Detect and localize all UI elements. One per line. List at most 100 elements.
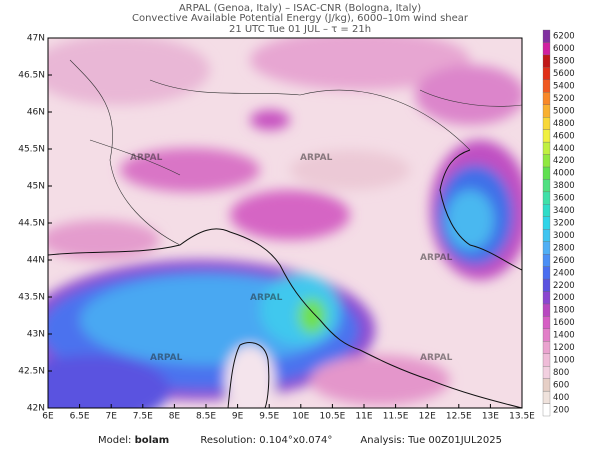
- lon-label: 10.5E: [320, 412, 346, 422]
- lat-label: 45.5N: [18, 145, 45, 155]
- colorbar-label: 1800: [553, 306, 575, 316]
- lon-label: 13.5E: [509, 412, 535, 422]
- colorbar-swatch: [542, 104, 551, 118]
- colorbar-swatch: [542, 191, 551, 205]
- colorbar-swatch: [542, 403, 551, 417]
- colorbar-label: 2400: [553, 268, 575, 278]
- watermark: ARPAL: [250, 293, 283, 303]
- colorbar-label: 4400: [553, 144, 575, 154]
- lon-label: 12E: [419, 412, 436, 422]
- lon-label: 7E: [105, 412, 117, 422]
- lon-label: 6.5E: [70, 412, 90, 422]
- colorbar-swatch: [542, 129, 551, 143]
- footer-text: Resolution:: [200, 435, 256, 446]
- colorbar-swatch: [542, 42, 551, 56]
- lon-label: 9E: [232, 412, 244, 422]
- colorbar-swatch: [542, 141, 551, 155]
- lon-label: 9.5E: [259, 412, 279, 422]
- colorbar-label: 3800: [553, 181, 575, 191]
- lon-label: 8E: [169, 412, 181, 422]
- colorbar-swatch: [542, 216, 551, 230]
- colorbar-label: 4000: [553, 169, 575, 179]
- colorbar-label: 200: [553, 405, 569, 415]
- watermark: ARPAL: [420, 353, 453, 363]
- footer-text: bolam: [135, 435, 170, 446]
- footer-text: Analysis:: [360, 435, 405, 446]
- lat-label: 44N: [27, 256, 45, 266]
- watermark: ARPAL: [130, 153, 163, 163]
- watermark: ARPAL: [300, 153, 333, 163]
- footer-text: Tue 00Z01JUL2025: [407, 435, 502, 446]
- colorbar-label: 1600: [553, 318, 575, 328]
- colorbar-label: 5600: [553, 69, 575, 79]
- colorbar-swatch: [542, 117, 551, 130]
- colorbar-swatch: [542, 278, 551, 292]
- colorbar-swatch: [542, 378, 551, 392]
- colorbar-swatch: [542, 241, 551, 255]
- colorbar-swatch: [542, 29, 551, 43]
- colorbar-swatch: [542, 291, 551, 305]
- lon-label: 6E: [42, 412, 54, 422]
- colorbar-label: 2200: [553, 281, 575, 291]
- colorbar-label: 4600: [553, 131, 575, 141]
- colorbar-label: 2600: [553, 256, 575, 266]
- colorbar-swatch: [542, 341, 551, 354]
- colorbar-swatch: [542, 316, 551, 329]
- lat-label: 42N: [27, 404, 45, 414]
- colorbar-swatch: [542, 79, 551, 93]
- lat-label: 44.5N: [18, 219, 45, 229]
- colorbar-swatch: [542, 366, 551, 379]
- colorbar-label: 3000: [553, 231, 575, 241]
- colorbar-swatch: [542, 54, 551, 68]
- colorbar-swatch: [542, 328, 551, 342]
- map-field: [48, 38, 522, 408]
- colorbar-label: 800: [553, 368, 569, 378]
- lon-label: 8.5E: [196, 412, 216, 422]
- colorbar-label: 5400: [553, 82, 575, 92]
- colorbar-swatch: [542, 154, 551, 168]
- colorbar-swatch: [542, 390, 551, 404]
- colorbar-swatch: [542, 303, 551, 317]
- colorbar-label: 2800: [553, 243, 575, 253]
- colorbar-swatch: [542, 204, 551, 217]
- colorbar-label: 6000: [553, 44, 575, 54]
- watermark: ARPAL: [420, 253, 453, 263]
- colorbar-label: 4200: [553, 156, 575, 166]
- title-line: 21 UTC Tue 01 JUL – τ = 21h: [229, 24, 371, 35]
- colorbar-swatch: [542, 253, 551, 267]
- lat-label: 46N: [27, 108, 45, 118]
- colorbar-label: 1000: [553, 355, 575, 365]
- colorbar-swatch: [542, 266, 551, 280]
- colorbar-label: 2000: [553, 293, 575, 303]
- footer-text: Model:: [98, 435, 131, 446]
- colorbar-swatch: [542, 179, 551, 193]
- colorbar-label: 5000: [553, 106, 575, 116]
- colorbar-swatch: [542, 353, 551, 367]
- colorbar-label: 4800: [553, 119, 575, 129]
- colorbar-label: 6200: [553, 32, 575, 42]
- lon-label: 10E: [292, 412, 309, 422]
- watermark: ARPAL: [150, 353, 183, 363]
- colorbar-swatch: [542, 67, 551, 80]
- lon-label: 11.5E: [383, 412, 409, 422]
- colorbar-swatch: [542, 92, 551, 105]
- colorbar-label: 1400: [553, 331, 575, 341]
- colorbar-swatch: [542, 229, 551, 242]
- lat-label: 42.5N: [18, 367, 45, 377]
- footer-text: 0.104°x0.074°: [259, 435, 332, 446]
- lon-label: 11E: [355, 412, 372, 422]
- title-line: ARPAL (Genoa, Italy) – ISAC-CNR (Bologna…: [179, 3, 421, 14]
- lat-label: 43N: [27, 330, 45, 340]
- colorbar-label: 3600: [553, 194, 575, 204]
- colorbar-label: 5800: [553, 57, 575, 67]
- colorbar-label: 600: [553, 380, 569, 390]
- lat-label: 46.5N: [18, 71, 45, 81]
- colorbar-label: 3400: [553, 206, 575, 216]
- colorbar-label: 1200: [553, 343, 575, 353]
- title-line: Convective Available Potential Energy (J…: [132, 13, 469, 24]
- footer: Model: bolam Resolution: 0.104°x0.074° An…: [98, 435, 502, 446]
- lat-label: 45N: [27, 182, 45, 192]
- colorbar-swatch: [542, 166, 551, 180]
